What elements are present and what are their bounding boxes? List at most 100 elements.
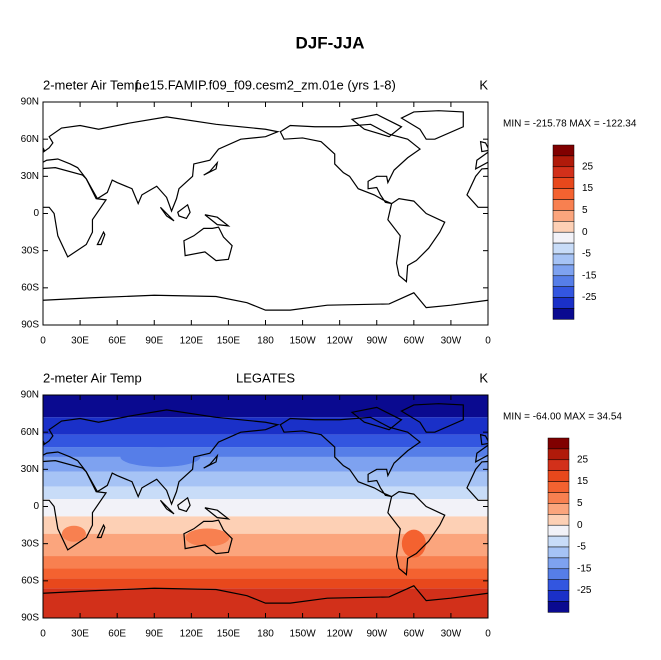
lat-label: 30N [21, 464, 39, 475]
colorbar-label: -15 [577, 563, 592, 574]
coastline [279, 123, 422, 205]
coastline [542, 232, 549, 244]
lon-label: 150E [217, 629, 241, 640]
colorbar-box [547, 492, 570, 504]
coastline [43, 585, 488, 604]
colorbar-label: 25 [577, 454, 589, 465]
lon-label: 90W [366, 629, 387, 640]
coastline [96, 230, 106, 246]
field-blob [61, 525, 86, 542]
lat-label: 30N [21, 171, 39, 182]
colorbar-box [552, 275, 575, 287]
colorbar-label: 0 [582, 227, 588, 238]
coastline [183, 226, 233, 262]
colorbar-box [547, 448, 570, 461]
coastline [629, 227, 661, 260]
field-band [43, 417, 488, 435]
coastline [159, 206, 175, 222]
colorbar-box [552, 166, 575, 178]
lon-label: 90E [145, 629, 163, 640]
field-band [43, 533, 488, 557]
field-band [43, 456, 488, 472]
colorbar-label: 15 [582, 183, 594, 194]
colorbar-box [552, 177, 575, 189]
field-band [43, 516, 488, 534]
lon-label: 0 [40, 336, 46, 347]
coastline [0, 404, 18, 432]
coastline [605, 207, 619, 221]
lat-label: 90S [21, 320, 39, 331]
coastline [43, 409, 280, 506]
coastline [650, 508, 661, 519]
lon-label: 30E [71, 629, 89, 640]
colorbar-label: -25 [582, 292, 597, 303]
lat-label: 90N [21, 390, 39, 401]
coastline [387, 491, 446, 576]
colorbar-box [547, 459, 570, 471]
lon-label: 0 [485, 629, 491, 640]
coastline [350, 406, 403, 431]
colorbar-label: -15 [582, 270, 597, 281]
colorbar-box [547, 503, 570, 515]
left-title: 2-meter Air Temp [43, 77, 142, 92]
figure-title: DJF-JJA [296, 33, 365, 52]
field-band [43, 499, 488, 517]
colorbar-box [547, 590, 570, 602]
lat-label: 60S [21, 575, 39, 586]
units: K [479, 77, 488, 92]
colorbar-box [552, 308, 575, 320]
field-band [43, 568, 488, 579]
colorbar-label: 0 [577, 520, 583, 531]
coastline [43, 116, 280, 213]
colorbar-box [547, 514, 570, 526]
colorbar-label: -5 [582, 249, 591, 260]
lon-label: 60W [404, 336, 425, 347]
lon-label: 180 [257, 629, 274, 640]
coastline [96, 523, 106, 539]
coastline [177, 203, 191, 220]
lat-label: 60N [21, 427, 39, 438]
lon-label: 150W [290, 336, 317, 347]
coastline [629, 520, 661, 553]
stats: MIN = -215.78 MAX = -122.34 [503, 119, 637, 130]
colorbar-box [547, 568, 570, 580]
colorbar-box [552, 144, 575, 157]
coastline [159, 499, 175, 515]
lon-label: 120E [180, 629, 204, 640]
lon-label: 30W [441, 336, 462, 347]
lat-label: 60N [21, 134, 39, 145]
map-frame [42, 101, 489, 326]
map-area [43, 110, 661, 311]
lat-label: 60S [21, 282, 39, 293]
lon-label: 0 [40, 629, 46, 640]
field-blob [401, 529, 426, 558]
colorbar-label: 5 [577, 498, 583, 509]
lon-label: 120W [327, 336, 354, 347]
lat-label: 30S [21, 538, 39, 549]
lon-label: 30E [71, 336, 89, 347]
colorbar-box [552, 264, 575, 277]
lon-label: 60E [108, 336, 126, 347]
field-band [43, 447, 488, 457]
lon-label: 150W [290, 629, 317, 640]
colorbar-box [552, 210, 575, 222]
colorbar-box [552, 155, 575, 168]
lat-label: 90N [21, 97, 39, 108]
colorbar-box [552, 188, 575, 200]
coastline [350, 113, 403, 138]
coastline [204, 214, 231, 227]
coastline [203, 160, 219, 176]
lat-label: 30S [21, 245, 39, 256]
left-title: 2-meter Air Temp [43, 370, 142, 385]
coastline [177, 496, 191, 513]
colorbar-box [552, 231, 575, 244]
coastline [605, 500, 619, 514]
colorbar-box [547, 557, 570, 570]
colorbar-label: 5 [582, 205, 588, 216]
colorbar-box [552, 221, 575, 233]
coastline [650, 215, 661, 226]
coastline [43, 292, 488, 311]
